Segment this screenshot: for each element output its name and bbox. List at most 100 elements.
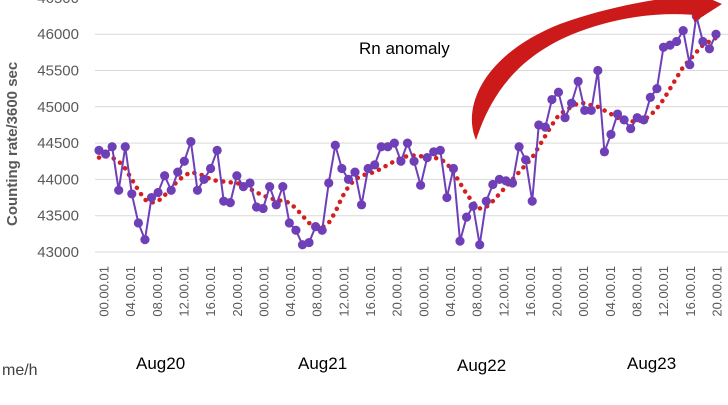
data-point xyxy=(678,25,688,36)
x-axis-label: me/h xyxy=(2,362,38,379)
data-point xyxy=(488,179,498,190)
data-point xyxy=(225,198,235,208)
data-point xyxy=(160,171,170,181)
x-tick-label: 04.00.01 xyxy=(443,266,458,317)
data-point xyxy=(343,174,354,184)
data-point xyxy=(586,105,596,116)
x-tick-label: 00.00.01 xyxy=(256,266,271,317)
x-tick-label: 16.00.01 xyxy=(683,266,698,317)
y-tick-labels: 43000 43500 44000 44500 45000 45500 46000 46500 xyxy=(37,0,79,261)
annotation-rn-anomaly: Rn anomaly xyxy=(359,39,450,58)
data-point xyxy=(245,178,255,188)
data-point xyxy=(409,156,419,166)
data-point xyxy=(100,149,111,159)
data-point xyxy=(389,138,399,148)
x-tick-label: 20.00.01 xyxy=(390,266,405,317)
y-tick-label: 43000 xyxy=(37,244,79,261)
data-point xyxy=(507,178,518,188)
x-tick-label: 04.00.01 xyxy=(283,266,298,317)
x-tick-label: 20.00.01 xyxy=(550,266,565,317)
data-point xyxy=(153,187,163,198)
data-point xyxy=(580,105,590,116)
x-tick-label: 08.00.01 xyxy=(470,266,485,317)
x-tick-label: 16.00.01 xyxy=(363,266,378,317)
data-point xyxy=(704,44,715,54)
y-tick-label: 46000 xyxy=(37,26,79,43)
data-point xyxy=(685,60,695,70)
day-label-aug22: Aug22 xyxy=(457,356,506,375)
data-point xyxy=(140,235,150,245)
counting-rate-series xyxy=(94,11,721,250)
data-point xyxy=(278,182,288,192)
data-point xyxy=(481,196,491,206)
data-point xyxy=(461,212,472,222)
data-point xyxy=(626,123,636,134)
data-point xyxy=(527,196,537,206)
data-point xyxy=(192,185,203,195)
x-tick-label: 08.00.01 xyxy=(150,266,165,317)
data-point xyxy=(376,142,386,152)
arrow-body xyxy=(471,0,704,140)
data-point xyxy=(284,218,294,228)
data-point xyxy=(652,84,662,94)
data-point xyxy=(107,142,117,152)
data-point xyxy=(232,171,242,181)
data-point xyxy=(350,167,360,177)
data-point xyxy=(573,76,583,86)
anomaly-arrow xyxy=(471,0,722,140)
day-label-aug21: Aug21 xyxy=(298,354,347,373)
data-point xyxy=(265,182,275,192)
y-axis-label: Counting rate/3600 sec xyxy=(4,62,21,226)
data-point xyxy=(639,115,649,125)
data-point xyxy=(612,109,623,119)
x-tick-label: 08.00.01 xyxy=(310,266,325,317)
data-point xyxy=(606,129,616,139)
y-tick-label: 45500 xyxy=(37,63,79,80)
x-tick-label: 12.00.01 xyxy=(656,266,671,317)
data-point xyxy=(179,156,189,166)
x-tick-label: 16.00.01 xyxy=(523,266,538,317)
x-tick-label: 00.00.01 xyxy=(416,266,431,317)
data-point xyxy=(553,87,564,97)
data-point xyxy=(330,140,340,150)
y-tick-label: 46500 xyxy=(37,0,79,7)
data-point xyxy=(146,192,157,203)
trend-series xyxy=(96,35,719,230)
data-point xyxy=(619,115,629,125)
data-point xyxy=(291,225,301,235)
x-tick-label: 00.00.01 xyxy=(97,266,112,317)
data-point xyxy=(186,137,196,147)
data-point xyxy=(205,163,216,174)
data-point xyxy=(711,29,721,39)
data-point xyxy=(455,236,465,246)
data-point xyxy=(370,160,380,170)
day-label-aug23: Aug23 xyxy=(627,354,676,373)
data-point xyxy=(337,163,347,174)
data-point xyxy=(324,178,334,188)
data-point xyxy=(566,98,577,108)
data-point xyxy=(396,156,406,166)
data-point xyxy=(304,237,314,248)
data-point xyxy=(120,142,130,152)
data-point xyxy=(514,142,524,152)
x-tick-label: 16.00.01 xyxy=(203,266,218,317)
trend-line xyxy=(96,35,719,230)
data-point xyxy=(199,174,209,184)
data-point xyxy=(114,185,124,195)
data-point xyxy=(317,225,327,235)
arrow-head xyxy=(691,0,722,22)
x-tick-label: 04.00.01 xyxy=(123,266,138,317)
x-tick-labels: 00.00.01 04.00.01 08.00.01 12.00.01 16.00.01… xyxy=(97,266,725,317)
data-point xyxy=(356,200,367,210)
day-label-aug20: Aug20 xyxy=(136,354,185,373)
data-point xyxy=(672,36,682,47)
data-point xyxy=(560,113,570,123)
y-tick-label: 44000 xyxy=(37,171,79,188)
data-point xyxy=(442,192,452,203)
data-point xyxy=(593,65,603,76)
data-point xyxy=(402,138,413,148)
y-tick-label: 44500 xyxy=(37,135,79,152)
data-point xyxy=(173,167,183,177)
data-point xyxy=(258,203,268,214)
